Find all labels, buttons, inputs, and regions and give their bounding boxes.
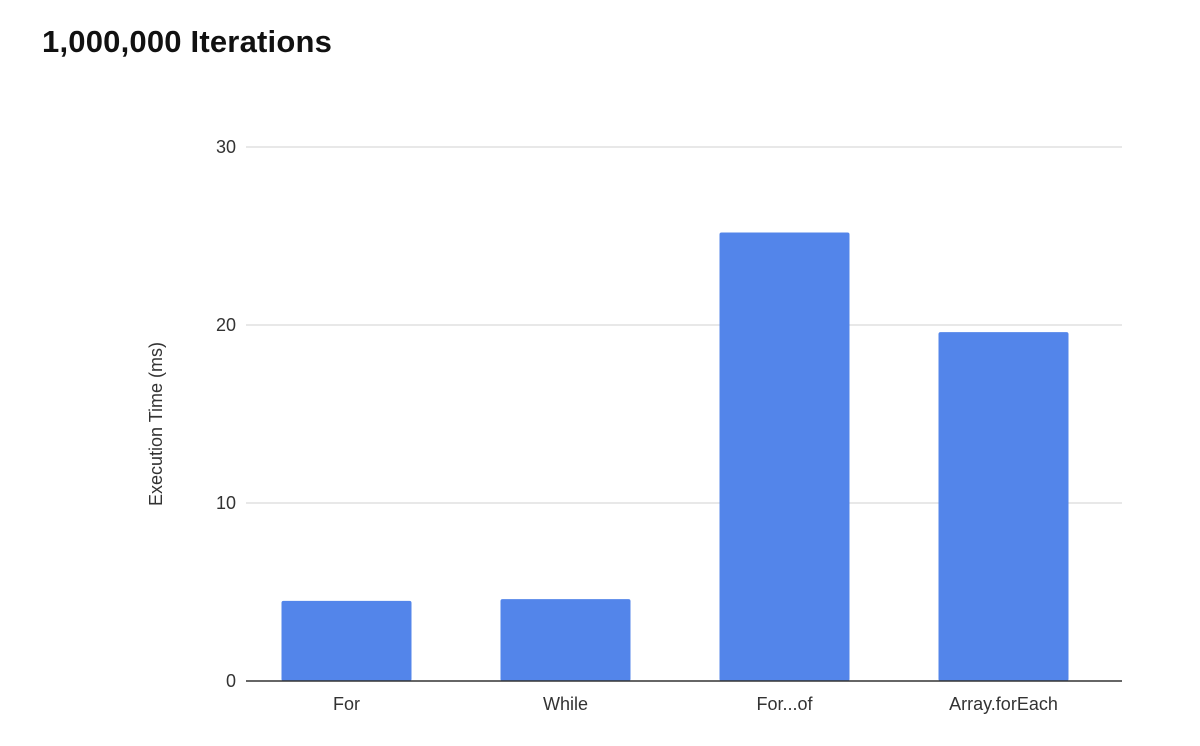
y-tick-label: 10 <box>216 493 236 513</box>
x-tick-label: Array.forEach <box>949 694 1058 714</box>
bar-for <box>281 600 412 681</box>
x-tick-label: While <box>543 694 588 714</box>
x-tick-label: For...of <box>756 694 813 714</box>
x-tick-label: For <box>333 694 360 714</box>
chart-title: 1,000,000 Iterations <box>42 24 333 59</box>
y-tick-label: 30 <box>216 137 236 157</box>
bars <box>281 232 1069 681</box>
x-axis-ticks: For While For...of Array.forEach <box>333 694 1058 714</box>
bar-array-foreach <box>938 332 1069 681</box>
bar-while <box>500 599 631 681</box>
y-tick-label: 20 <box>216 315 236 335</box>
y-axis-title: Execution Time (ms) <box>146 342 166 506</box>
y-axis-ticks: 0 10 20 30 <box>216 137 236 691</box>
y-tick-label: 0 <box>226 671 236 691</box>
bar-for-of <box>719 232 850 681</box>
